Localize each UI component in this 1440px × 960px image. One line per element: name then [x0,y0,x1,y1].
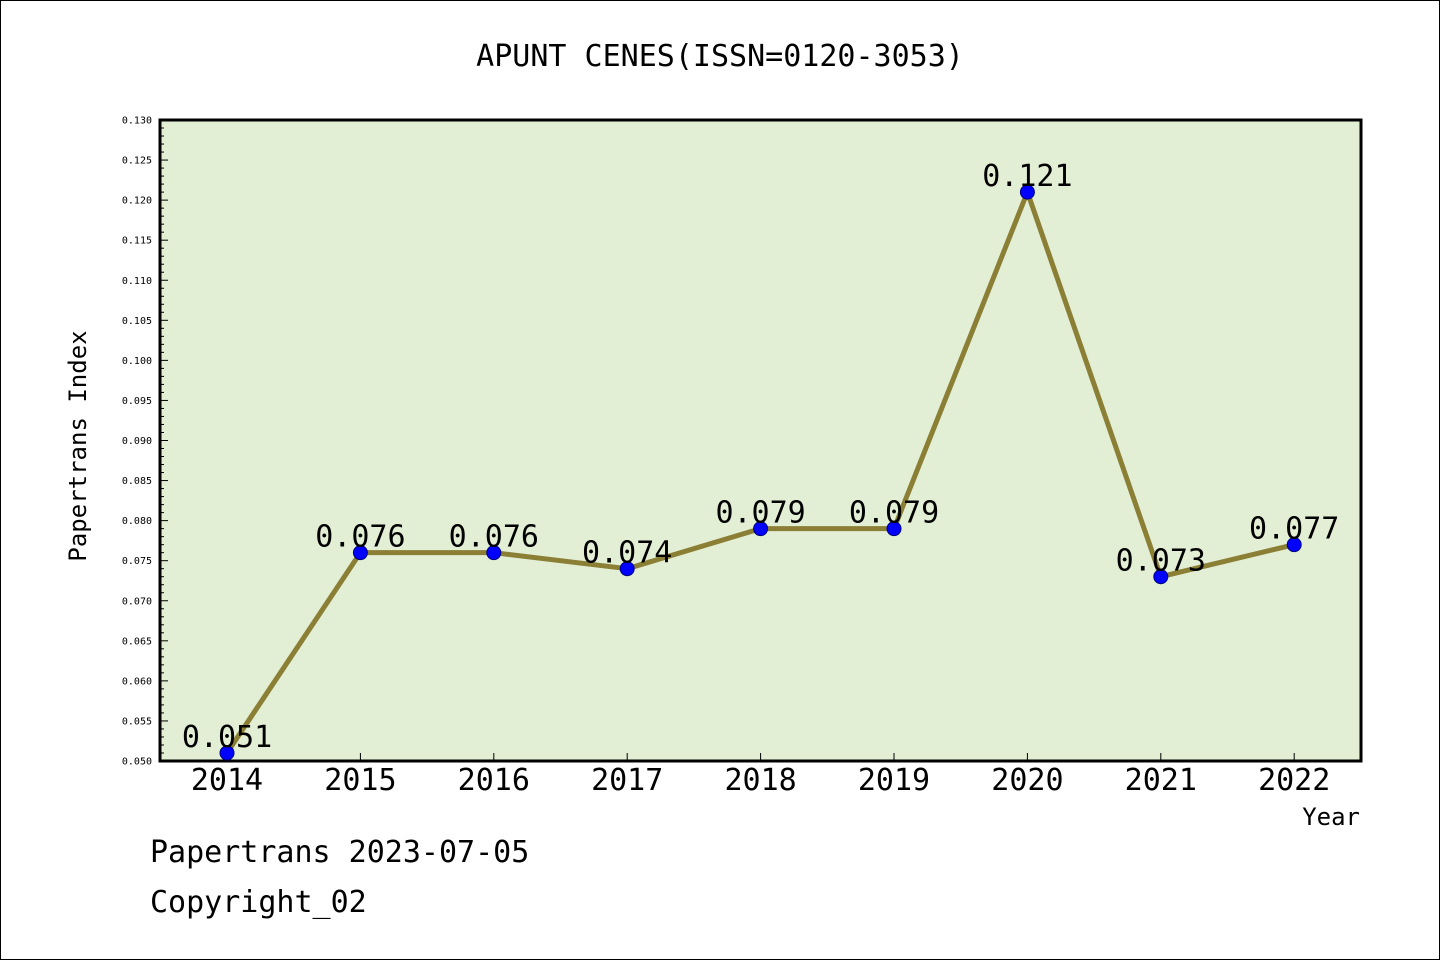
data-labels: 0.051 0.076 0.076 0.074 0.079 0.079 0.121 0.073… [182,159,1340,755]
y-tick-label: 0.050 [122,757,152,768]
data-point-2016 [486,545,502,561]
data-label-2016: 0.076 [449,520,539,555]
y-tick-label: 0.060 [122,676,152,687]
data-point-2018 [753,521,769,537]
x-tick-label: 2015 [324,763,396,798]
y-tick-label: 0.080 [122,516,152,527]
y-tick-label: 0.120 [122,196,152,207]
y-tick-label: 0.100 [122,356,152,367]
y-tick-label: 0.105 [122,316,152,327]
x-tick-label: 2021 [1125,763,1197,798]
y-tick-label: 0.075 [122,556,152,567]
x-tick-label: 2022 [1258,763,1330,798]
x-axis-label: Year [1302,803,1360,831]
y-tick-label: 0.090 [122,436,152,447]
y-axis-label: Papertrans Index [64,330,92,561]
x-tick-label: 2018 [724,763,796,798]
data-label-2019: 0.079 [849,496,939,531]
series-markers [219,184,1302,761]
x-axis-ticks: 2014 2015 2016 2017 2018 2019 2020 2021 2022 [191,753,1330,798]
data-label-2017: 0.074 [582,536,672,571]
data-point-2015 [352,545,368,561]
y-axis-ticks: 0.050 0.055 0.060 0.065 0.070 0.075 0.080 0.085… [122,116,168,768]
x-tick-label: 2016 [458,763,530,798]
y-tick-label: 0.115 [122,236,152,247]
y-tick-label: 0.125 [122,156,152,167]
data-label-2014: 0.051 [182,720,272,755]
plot-area [158,118,1363,763]
data-point-2020 [1019,184,1035,200]
data-point-2014 [219,745,235,761]
data-point-2019 [886,521,902,537]
y-tick-label: 0.065 [122,636,152,647]
data-label-2015: 0.076 [315,520,405,555]
footer-copyright: Copyright_02 [150,885,367,920]
x-tick-label: 2019 [858,763,930,798]
y-tick-label: 0.095 [122,396,152,407]
footer-date-line: Papertrans 2023-07-05 [150,835,530,870]
data-point-2017 [619,561,635,577]
x-tick-label: 2014 [191,763,263,798]
y-tick-label: 0.085 [122,476,152,487]
data-label-2020: 0.121 [982,159,1072,194]
y-tick-label: 0.130 [122,116,152,127]
y-tick-label: 0.070 [122,596,152,607]
y-tick-label: 0.110 [122,276,152,287]
x-tick-label: 2020 [991,763,1063,798]
chart-title: APUNT CENES(ISSN=0120-3053) [476,39,964,74]
data-label-2018: 0.079 [715,496,805,531]
data-label-2022: 0.077 [1249,512,1339,547]
data-point-2022 [1286,537,1302,553]
y-tick-label: 0.055 [122,716,152,727]
x-tick-label: 2017 [591,763,663,798]
data-label-2021: 0.073 [1116,544,1206,579]
data-point-2021 [1153,569,1169,585]
